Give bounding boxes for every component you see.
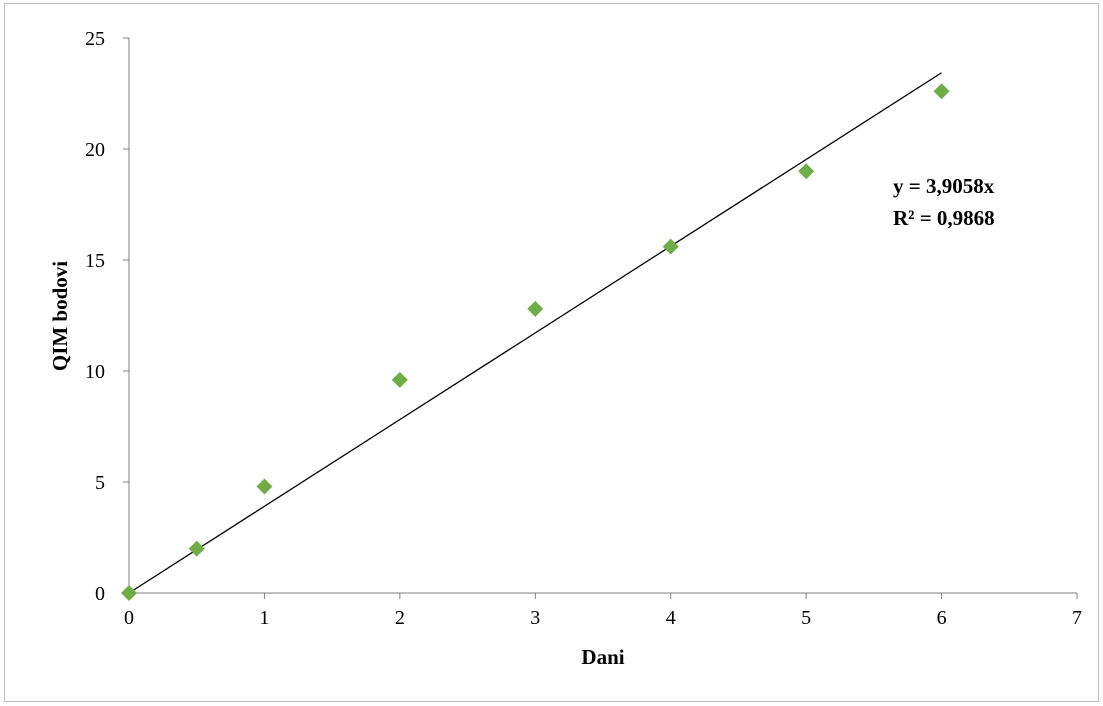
- x-tick-label: 0: [124, 607, 134, 629]
- trendline: [128, 72, 942, 594]
- data-point-diamond: [256, 478, 273, 495]
- data-point-diamond: [662, 238, 679, 255]
- data-point-diamond: [798, 163, 815, 180]
- trendline-r-squared: R² = 0,9868: [893, 206, 995, 230]
- data-point-diamond: [188, 540, 205, 557]
- x-axis-title: Dani: [581, 645, 624, 669]
- y-tick-label: 25: [85, 28, 105, 50]
- y-tick-label: 5: [95, 472, 105, 494]
- data-point-diamond: [121, 585, 137, 601]
- axes: [123, 37, 1078, 599]
- trendline-equation: y = 3,9058x: [893, 174, 995, 198]
- data-point-diamond: [933, 83, 950, 100]
- data-point-diamond: [391, 371, 408, 388]
- y-tick-label: 15: [85, 250, 105, 272]
- x-tick-label: 7: [1072, 607, 1082, 629]
- y-axis-title: QIM bodovi: [48, 261, 72, 371]
- chart-frame: [4, 3, 1099, 702]
- x-tick-label: 2: [395, 607, 405, 629]
- x-tick-label: 5: [801, 607, 811, 629]
- x-tick-label: 4: [666, 607, 676, 629]
- y-tick-label: 10: [85, 361, 105, 383]
- data-points: [121, 83, 950, 601]
- data-point-diamond: [527, 300, 544, 317]
- y-tick-label: 20: [85, 139, 105, 161]
- x-tick-label: 1: [259, 607, 269, 629]
- y-tick-label: 0: [95, 583, 105, 605]
- x-tick-label: 6: [937, 607, 947, 629]
- x-tick-label: 3: [530, 607, 540, 629]
- tick-labels: 0 5 10 15 20 25 0 1 2 3 4 5 6 7: [85, 28, 1082, 629]
